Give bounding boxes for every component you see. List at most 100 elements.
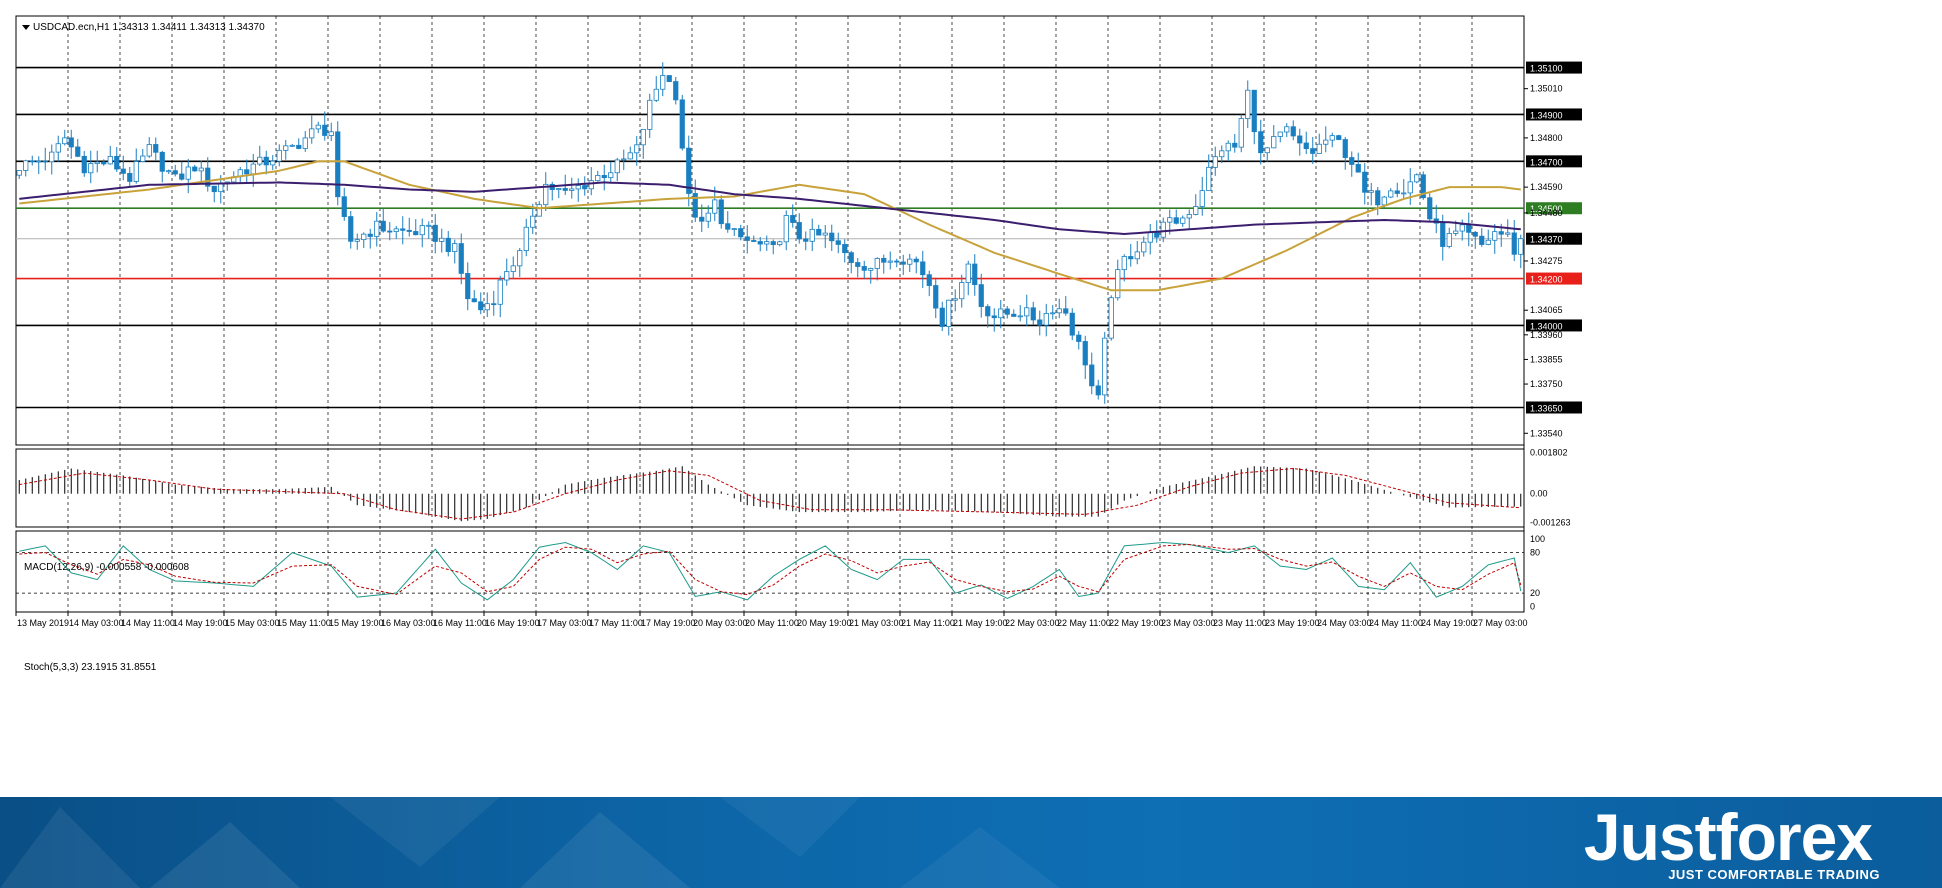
bear-candle	[1297, 135, 1303, 144]
bear-candle	[1076, 334, 1082, 342]
level-tag	[1526, 232, 1582, 245]
bear-candle	[478, 301, 484, 311]
time-label: 20 May 11:00	[745, 618, 799, 628]
stoch-tick-label: 80	[1530, 548, 1540, 558]
bear-candle	[985, 306, 991, 317]
level-tag-label: 1.34200	[1530, 275, 1563, 285]
bull-candle	[439, 237, 445, 242]
bear-candle	[445, 237, 451, 253]
bear-candle	[803, 238, 809, 242]
time-label: 24 May 03:00	[1317, 618, 1372, 628]
bull-candle	[634, 144, 640, 154]
ma-slow-line	[19, 181, 1521, 236]
bear-candle	[757, 241, 763, 245]
level-tag-label: 1.33650	[1530, 403, 1563, 413]
bear-candle	[673, 81, 679, 101]
bull-candle	[614, 159, 620, 174]
bear-candle	[1479, 235, 1485, 245]
bear-candle	[1362, 171, 1368, 193]
bear-candle	[939, 307, 945, 327]
bull-candle	[1160, 221, 1166, 238]
bull-candle	[497, 279, 503, 305]
bear-candle	[1440, 222, 1446, 247]
bull-candle	[523, 226, 529, 252]
bull-candle	[393, 228, 399, 232]
symbol-dropdown-icon[interactable]	[22, 25, 30, 30]
bear-candle	[1472, 231, 1478, 237]
time-label: 17 May 19:00	[641, 618, 696, 628]
bull-candle	[419, 225, 425, 236]
bull-candle	[1381, 196, 1387, 206]
brand-tagline: JUST COMFORTABLE TRADING	[1668, 867, 1880, 882]
justforex-logo: Justforex	[1583, 800, 1873, 874]
time-label: 17 May 11:00	[589, 618, 643, 628]
bear-candle	[380, 220, 386, 232]
bull-candle	[16, 170, 22, 176]
time-label: 15 May 19:00	[329, 618, 384, 628]
stoch-d-line	[19, 543, 1522, 596]
bear-candle	[718, 199, 724, 225]
time-label: 14 May 11:00	[121, 618, 175, 628]
bull-candle	[1401, 192, 1407, 195]
bear-candle	[900, 261, 906, 265]
bear-candle	[192, 166, 198, 172]
bull-candle	[1264, 147, 1270, 154]
banner-decoration	[0, 797, 1060, 888]
bull-candle	[907, 258, 913, 265]
bear-candle	[978, 284, 984, 307]
bear-candle	[1095, 385, 1101, 396]
bear-candle	[1082, 341, 1088, 366]
bull-candle	[1121, 256, 1127, 271]
bear-candle	[159, 151, 165, 172]
bull-candle	[315, 124, 321, 130]
bull-candle	[1180, 217, 1186, 224]
bull-candle	[731, 228, 737, 231]
bull-candle	[218, 183, 224, 193]
bull-candle	[660, 75, 666, 90]
bear-candle	[770, 241, 776, 245]
level-tag-label: 1.34500	[1530, 204, 1563, 214]
time-label: 22 May 11:00	[1057, 618, 1111, 628]
time-label: 22 May 03:00	[1005, 618, 1060, 628]
time-label: 16 May 11:00	[433, 618, 487, 628]
bull-candle	[1446, 233, 1452, 247]
bear-candle	[796, 222, 802, 240]
bear-candle	[458, 243, 464, 274]
bear-candle	[725, 223, 731, 230]
bull-candle	[107, 156, 113, 165]
bull-candle	[647, 99, 653, 130]
stoch-header: Stoch(5,3,3) 23.1915 31.8551	[24, 662, 157, 673]
bull-candle	[1108, 297, 1114, 339]
level-tag	[1526, 61, 1582, 74]
time-label: 23 May 11:00	[1213, 618, 1267, 628]
bull-candle	[94, 161, 100, 164]
bear-candle	[1089, 364, 1095, 387]
bull-candle	[1147, 231, 1153, 243]
bull-candle	[1219, 150, 1225, 158]
bull-candle	[374, 220, 380, 237]
time-label: 23 May 03:00	[1161, 618, 1216, 628]
bear-candle	[1336, 135, 1342, 140]
price-tick-label: 1.33960	[1530, 330, 1563, 340]
bear-candle	[400, 228, 406, 231]
bear-candle	[1030, 307, 1036, 321]
bear-candle	[1420, 174, 1426, 199]
bear-candle	[744, 236, 750, 241]
bear-candle	[1011, 313, 1017, 317]
bear-candle	[686, 147, 692, 194]
bear-candle	[790, 215, 796, 223]
stoch-k-line	[19, 541, 1522, 601]
price-tick-label: 1.34800	[1530, 133, 1563, 143]
price-tick-label: 1.33750	[1530, 379, 1563, 389]
bull-candle	[166, 170, 172, 173]
bear-candle	[816, 228, 822, 236]
bear-candle	[471, 298, 477, 303]
bear-candle	[679, 99, 685, 149]
bear-candle	[491, 303, 497, 306]
bull-candle	[426, 224, 432, 227]
time-label: 23 May 19:00	[1265, 618, 1320, 628]
time-label: 13 May 2019	[17, 618, 69, 628]
bear-candle	[582, 185, 588, 190]
ma-fast-line	[19, 160, 1521, 292]
bull-candle	[1407, 181, 1413, 194]
